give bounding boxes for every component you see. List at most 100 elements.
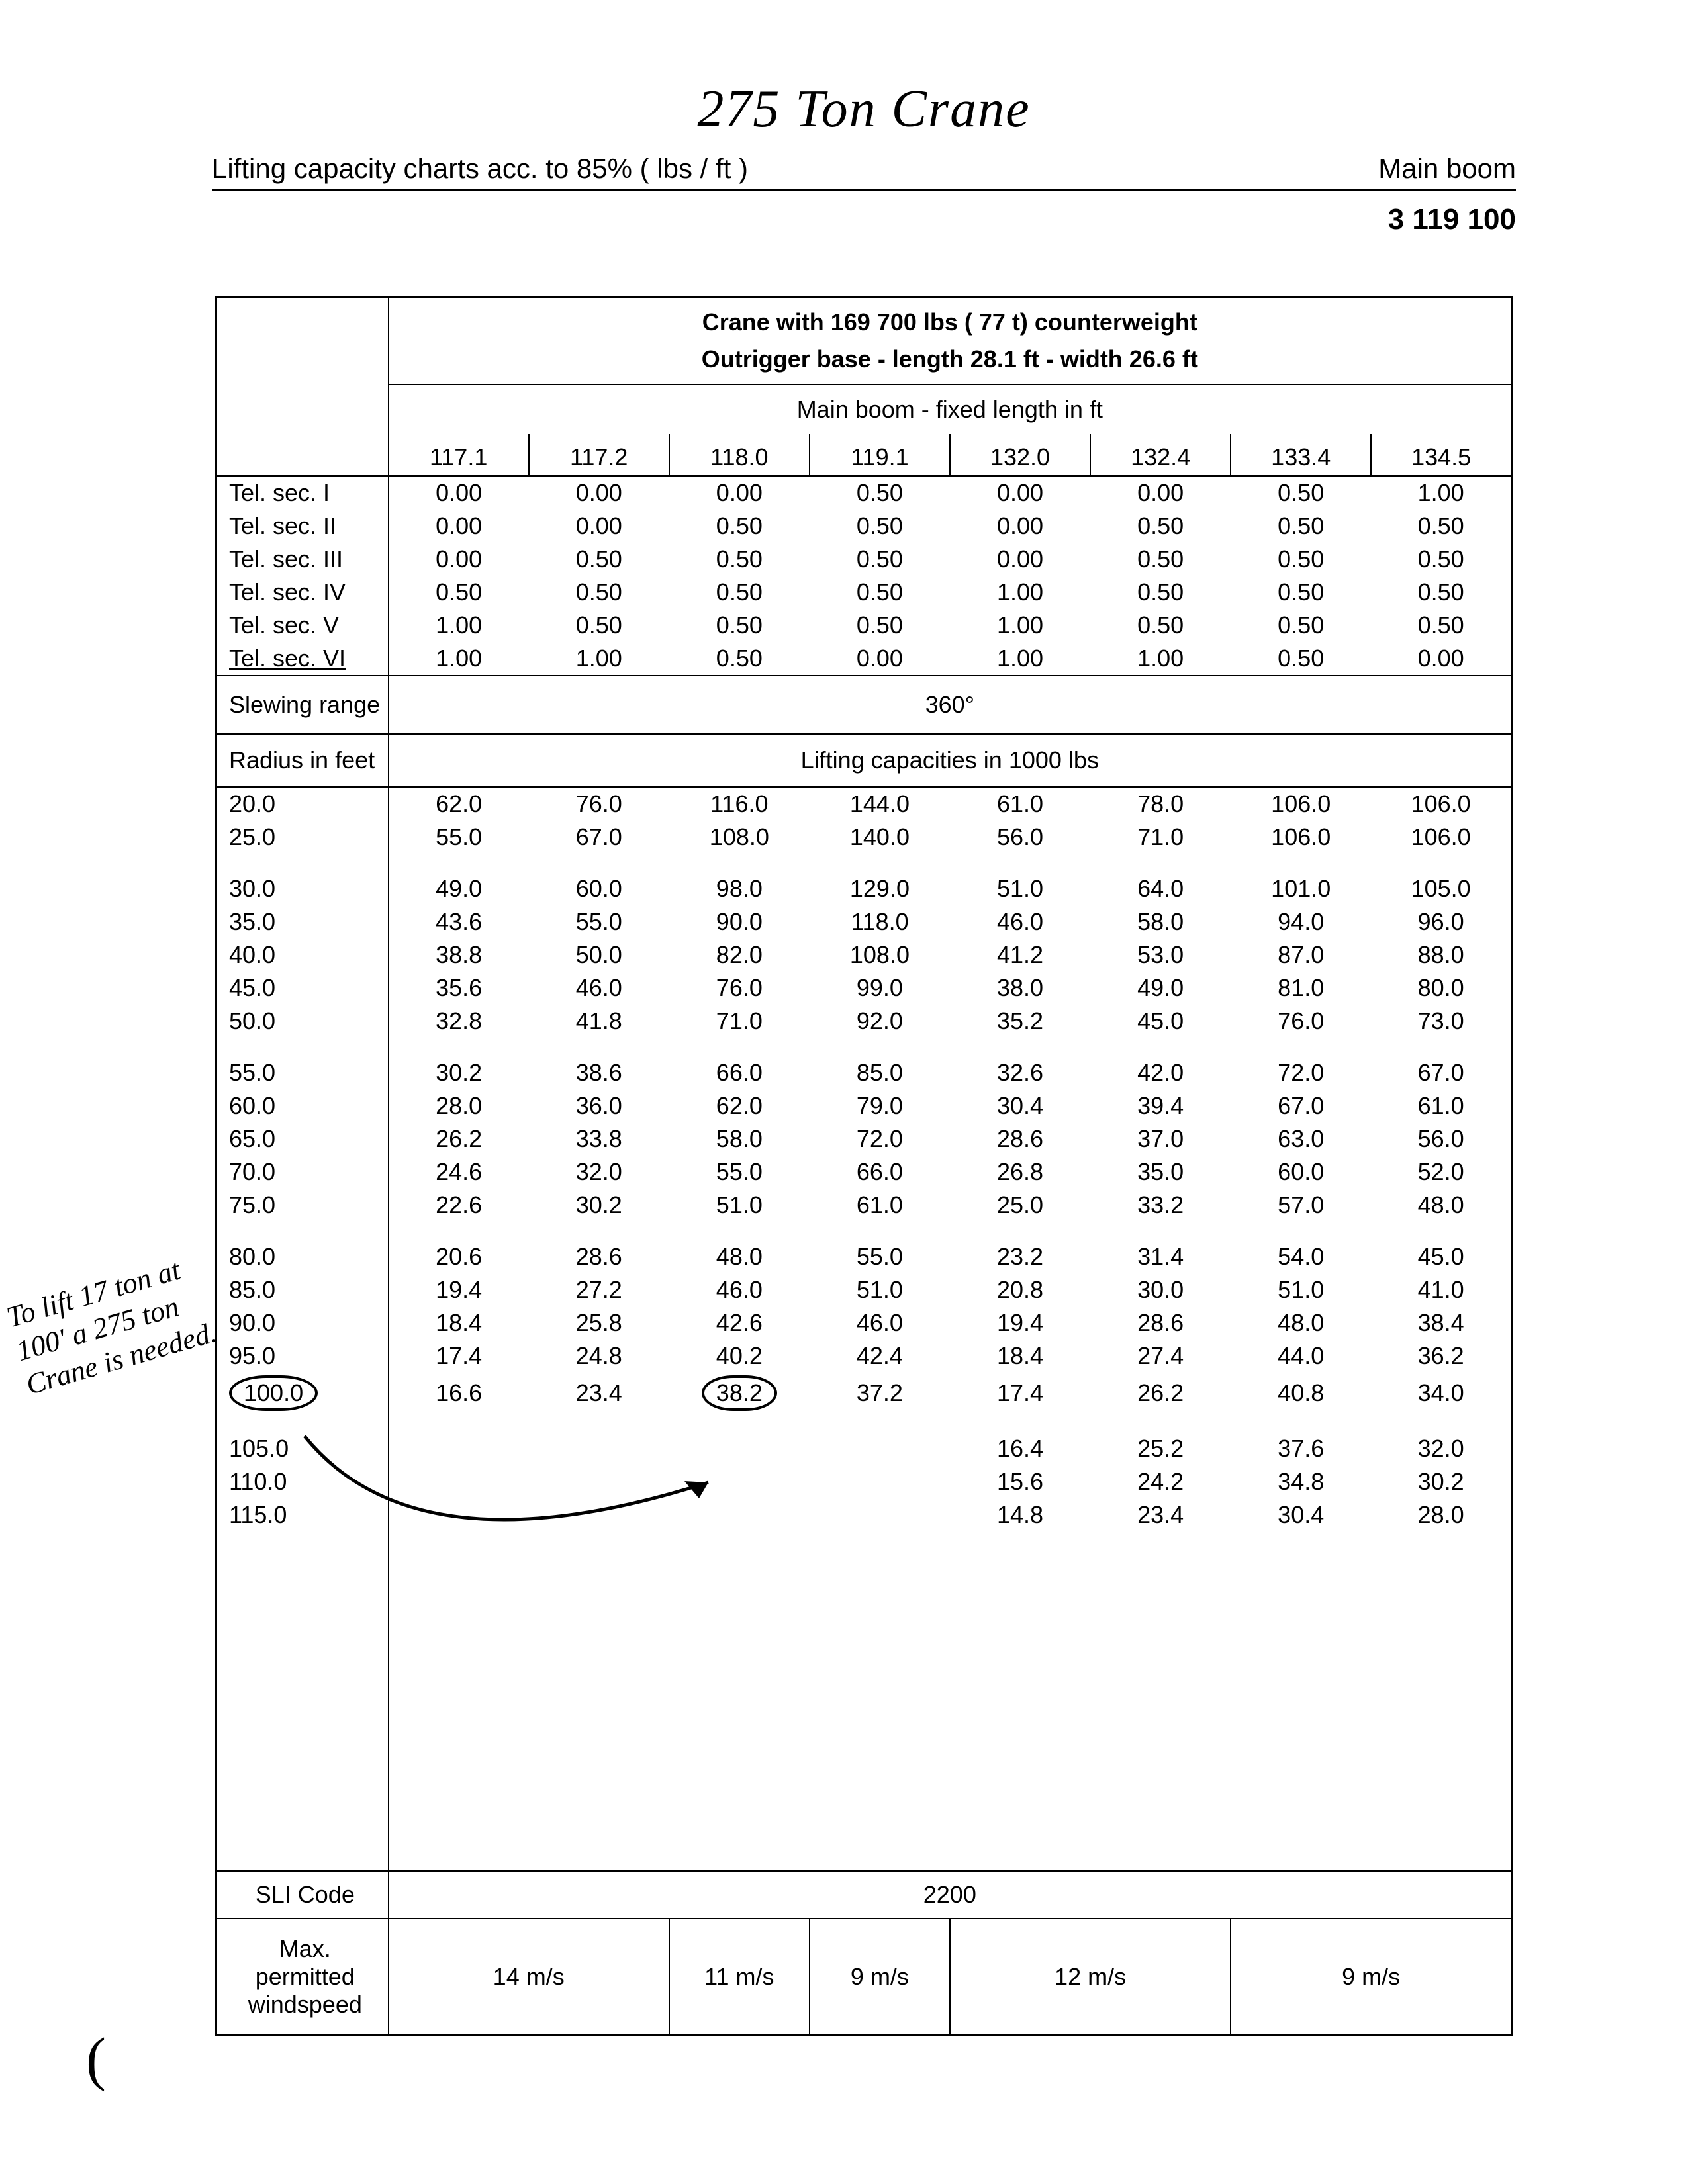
capacity-value: 32.8	[389, 1005, 529, 1038]
capacity-value: 62.0	[389, 787, 529, 821]
capacity-row: 60.028.036.062.079.030.439.467.061.0	[216, 1089, 1512, 1122]
boom-len: 118.0	[669, 434, 810, 476]
capacity-value: 66.0	[810, 1156, 950, 1189]
capacity-value: 19.4	[389, 1273, 529, 1306]
tel-sec-value: 1.00	[1371, 476, 1511, 510]
tel-sec-value: 0.50	[1231, 510, 1371, 543]
capacity-value: 28.0	[389, 1089, 529, 1122]
paren-mark: (	[86, 2025, 106, 2093]
radius-value: 95.0	[216, 1340, 389, 1373]
capacity-row: 25.055.067.0108.0140.056.071.0106.0106.0	[216, 821, 1512, 854]
tel-sec-row: Tel. sec. III0.000.500.500.500.000.500.5…	[216, 543, 1512, 576]
block-spacer	[216, 1038, 1512, 1056]
tel-sec-value: 0.50	[1231, 576, 1371, 609]
slewing-label: Slewing range	[216, 676, 389, 734]
tel-sec-value: 0.50	[810, 576, 950, 609]
capacity-value: 30.4	[950, 1089, 1090, 1122]
capacity-value: 39.4	[1090, 1089, 1231, 1122]
tel-sec-label: Tel. sec. III	[216, 543, 389, 576]
capacity-value: 23.4	[529, 1373, 669, 1414]
capacity-row: 95.017.424.840.242.418.427.444.036.2	[216, 1340, 1512, 1373]
capacity-value: 42.0	[1090, 1056, 1231, 1089]
crane-spec2: Outrigger base - length 28.1 ft - width …	[396, 345, 1504, 373]
capacity-value: 46.0	[950, 905, 1090, 938]
slewing-row: Slewing range 360°	[216, 676, 1512, 734]
header-right: Main boom	[1378, 153, 1516, 185]
capacity-value: 80.0	[1371, 972, 1511, 1005]
capacity-value: 57.0	[1231, 1189, 1371, 1222]
capacity-value: 105.0	[1371, 872, 1511, 905]
tel-sec-value: 0.50	[669, 609, 810, 642]
crane-spec-row: Crane with 169 700 lbs ( 77 t) counterwe…	[216, 297, 1512, 385]
capacity-value: 24.8	[529, 1340, 669, 1373]
handwritten-title: 275 Ton Crane	[212, 79, 1516, 140]
capacity-value: 35.0	[1090, 1156, 1231, 1189]
tel-sec-value: 0.50	[1231, 476, 1371, 510]
capacity-value: 85.0	[810, 1056, 950, 1089]
capacity-value: 38.2	[669, 1373, 810, 1414]
radius-value: 35.0	[216, 905, 389, 938]
radius-header-row: Radius in feet Lifting capacities in 100…	[216, 734, 1512, 787]
capacity-row: 35.043.655.090.0118.046.058.094.096.0	[216, 905, 1512, 938]
capacity-value: 31.4	[1090, 1240, 1231, 1273]
capacity-value: 24.6	[389, 1156, 529, 1189]
capacity-value: 23.4	[1090, 1498, 1231, 1531]
capacity-value	[529, 1498, 669, 1531]
capacity-value: 71.0	[669, 1005, 810, 1038]
radius-value: 80.0	[216, 1240, 389, 1273]
capacity-value: 26.2	[1090, 1373, 1231, 1414]
tel-sec-value: 0.50	[1371, 543, 1511, 576]
capacity-value: 34.8	[1231, 1465, 1371, 1498]
capacity-value: 63.0	[1231, 1122, 1371, 1156]
tel-sec-value: 0.50	[669, 576, 810, 609]
tel-sec-label: Tel. sec. IV	[216, 576, 389, 609]
capacity-value: 101.0	[1231, 872, 1371, 905]
capacity-value: 42.6	[669, 1306, 810, 1340]
radius-value: 65.0	[216, 1122, 389, 1156]
capacity-value: 38.6	[529, 1056, 669, 1089]
tel-sec-value: 0.50	[810, 510, 950, 543]
capacity-value: 92.0	[810, 1005, 950, 1038]
capacity-value: 32.6	[950, 1056, 1090, 1089]
capacity-row: 50.032.841.871.092.035.245.076.073.0	[216, 1005, 1512, 1038]
tel-sec-value: 1.00	[950, 642, 1090, 676]
tel-sec-value: 0.00	[950, 543, 1090, 576]
capacity-value	[669, 1465, 810, 1498]
capacity-value: 87.0	[1231, 938, 1371, 972]
capacity-value: 37.2	[810, 1373, 950, 1414]
capacity-value: 48.0	[1231, 1306, 1371, 1340]
capacity-value: 60.0	[529, 872, 669, 905]
radius-value: 115.0	[216, 1498, 389, 1531]
tel-sec-value: 0.50	[810, 609, 950, 642]
capacity-value: 129.0	[810, 872, 950, 905]
tel-sec-row: Tel. sec. II0.000.000.500.500.000.500.50…	[216, 510, 1512, 543]
sli-label: SLI Code	[216, 1871, 389, 1919]
capacity-value: 36.2	[1371, 1340, 1511, 1373]
table-spacer	[216, 1531, 1512, 1871]
radius-value: 50.0	[216, 1005, 389, 1038]
tel-sec-value: 0.00	[389, 543, 529, 576]
tel-sec-value: 0.50	[1090, 609, 1231, 642]
capacity-value: 38.4	[1371, 1306, 1511, 1340]
capacity-value: 78.0	[1090, 787, 1231, 821]
capacity-value: 23.2	[950, 1240, 1090, 1273]
capacity-value: 36.0	[529, 1089, 669, 1122]
capacity-value: 41.0	[1371, 1273, 1511, 1306]
tel-sec-value: 0.50	[810, 543, 950, 576]
capacity-row: 100.016.623.438.237.217.426.240.834.0	[216, 1373, 1512, 1414]
block-spacer	[216, 854, 1512, 872]
radius-value: 45.0	[216, 972, 389, 1005]
capacity-value: 108.0	[669, 821, 810, 854]
tel-sec-row: Tel. sec. V1.000.500.500.501.000.500.500…	[216, 609, 1512, 642]
capacity-value: 116.0	[669, 787, 810, 821]
capacity-value: 35.2	[950, 1005, 1090, 1038]
tel-sec-value: 0.50	[669, 543, 810, 576]
capacity-value: 76.0	[1231, 1005, 1371, 1038]
capacity-row: 75.022.630.251.061.025.033.257.048.0	[216, 1189, 1512, 1222]
capacity-value	[810, 1465, 950, 1498]
capacity-row: 45.035.646.076.099.038.049.081.080.0	[216, 972, 1512, 1005]
capacity-value: 16.4	[950, 1432, 1090, 1465]
tel-sec-value: 0.00	[950, 476, 1090, 510]
slewing-value: 360°	[389, 676, 1512, 734]
capacity-value: 22.6	[389, 1189, 529, 1222]
